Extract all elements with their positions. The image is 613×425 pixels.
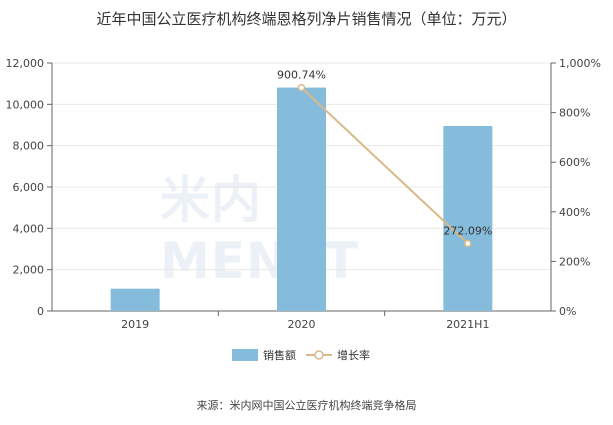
y-left-tick-label: 2,000 — [13, 264, 45, 277]
legend[interactable]: 销售额 增长率 — [232, 348, 370, 362]
legend-label-sales: 销售额 — [263, 348, 296, 362]
source-note: 来源：米内网中国公立医疗机构终端竞争格局 — [196, 399, 417, 412]
bar — [277, 87, 326, 312]
y-left-tick-label: 8,000 — [13, 140, 45, 153]
legend-label-growth: 增长率 — [337, 348, 370, 362]
y-right-tick-label: 1,000% — [559, 57, 601, 70]
data-label: 272.09% — [443, 225, 492, 238]
y-right-tick-label: 200% — [559, 255, 590, 268]
y-left-tick-label: 12,000 — [6, 57, 45, 70]
x-tick-label: 2021H1 — [446, 318, 489, 331]
data-label: 900.74% — [277, 69, 326, 82]
x-tick-label: 2020 — [288, 318, 316, 331]
y-left-tick-label: 6,000 — [13, 181, 45, 194]
y-left-tick-label: 4,000 — [13, 222, 45, 235]
bar — [110, 288, 160, 311]
bar-series — [110, 87, 493, 312]
growth-rate-point — [464, 239, 472, 248]
growth-rate-line — [300, 86, 469, 245]
axes: 0 2,000 4,000 6,000 8,000 10,000 12,000 0% 200% 4… — [6, 57, 601, 331]
y-right-tick-label: 600% — [559, 156, 590, 169]
growth-rate-point — [297, 83, 306, 92]
chart-title: 近年中国公立医疗机构终端恩格列净片销售情况（单位：万元） — [96, 10, 517, 28]
legend-marker-growth — [314, 350, 324, 360]
bar — [443, 126, 493, 312]
y-right-tick-label: 0% — [559, 305, 576, 318]
legend-swatch-sales — [232, 349, 258, 361]
data-labels: 900.74% 272.09% — [277, 69, 492, 238]
y-left-tick-label: 0 — [37, 305, 44, 318]
y-right-tick-label: 400% — [559, 206, 590, 219]
y-left-tick-label: 10,000 — [6, 98, 45, 111]
line-series — [297, 83, 472, 248]
y-right-tick-label: 800% — [559, 107, 590, 120]
x-tick-label: 2019 — [121, 318, 149, 331]
